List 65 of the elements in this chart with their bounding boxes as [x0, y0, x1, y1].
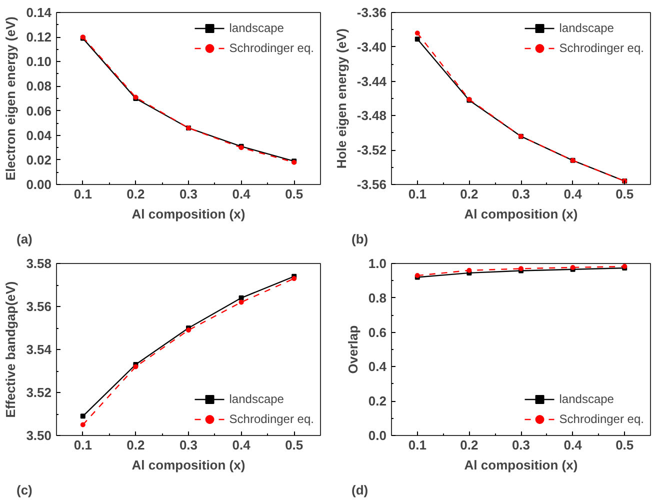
y-tick-label: 0.8: [368, 290, 387, 306]
legend-label: landscape: [229, 21, 284, 35]
y-tick-label: 1.0: [368, 256, 387, 271]
x-tick-label: 0.4: [232, 438, 252, 452]
y-axis-title: Electron eigen energy (eV): [3, 16, 18, 180]
y-tick-label: -3.56: [356, 177, 387, 192]
x-tick-label: 0.1: [74, 438, 92, 452]
y-tick-label: -3.36: [356, 5, 387, 20]
y-tick-label: 0.04: [26, 128, 52, 143]
y-tick-label: 3.50: [26, 428, 52, 443]
text: (b): [352, 232, 368, 246]
y-tick-label: 0.02: [26, 152, 52, 168]
x-axis-title: Al composition (x): [464, 458, 578, 472]
y-axis-title: Effective bandgap(eV): [3, 281, 18, 418]
y-tick-label: 0.08: [26, 78, 52, 94]
y-tick-label: 0.14: [26, 5, 52, 20]
x-tick-label: 0.3: [512, 186, 530, 202]
y-tick-label: 0.00: [26, 177, 52, 192]
text: (d): [352, 482, 368, 498]
y-tick-label: 0.0: [368, 428, 387, 443]
text: (a): [16, 232, 32, 246]
y-tick-label: -3.48: [356, 108, 387, 124]
y-tick-label: 0.10: [26, 54, 52, 70]
x-tick-label: 0.1: [74, 186, 92, 202]
x-tick-label: 0.5: [285, 438, 304, 452]
x-tick-label: 0.1: [408, 186, 426, 202]
y-tick-label: -3.40: [356, 39, 387, 54]
legend-label: landscape: [559, 21, 614, 35]
y-tick-label: -3.52: [356, 142, 387, 158]
y-tick-label: 0.6: [368, 324, 387, 340]
y-tick-label: 3.52: [26, 385, 52, 400]
x-tick-label: 0.5: [285, 186, 304, 202]
x-tick-label: 0.5: [616, 438, 634, 452]
y-tick-label: -3.44: [356, 74, 388, 89]
x-tick-label: 0.2: [460, 438, 478, 452]
legend-label: Schrodinger eq.: [559, 41, 644, 55]
x-tick-label: 0.3: [512, 438, 530, 452]
y-axis-title: Overlap: [345, 325, 360, 374]
y-tick-label: 3.58: [26, 256, 52, 271]
y-tick-label: 3.54: [26, 342, 52, 357]
x-tick-label: 0.3: [179, 186, 198, 202]
legend-label: landscape: [559, 392, 614, 406]
y-tick-label: 3.56: [26, 299, 52, 314]
y-tick-label: 0.12: [26, 30, 52, 45]
x-axis-title: Al composition (x): [132, 206, 246, 222]
x-tick-label: 0.5: [616, 186, 634, 202]
x-tick-label: 0.4: [564, 438, 583, 452]
text: (c): [16, 482, 32, 498]
x-tick-label: 0.4: [564, 186, 583, 202]
x-tick-label: 0.1: [408, 438, 426, 452]
x-tick-label: 0.2: [460, 186, 478, 202]
x-tick-label: 0.4: [232, 186, 252, 202]
legend-label: Schrodinger eq.: [229, 41, 314, 55]
x-tick-label: 0.3: [179, 438, 198, 452]
legend-label: Schrodinger eq.: [229, 412, 314, 426]
legend-label: landscape: [229, 392, 284, 406]
x-tick-label: 0.2: [126, 186, 145, 202]
y-tick-label: 0.4: [368, 359, 388, 374]
y-tick-label: 0.2: [368, 394, 387, 409]
x-axis-title: Al composition (x): [464, 206, 578, 222]
y-tick-label: 0.06: [26, 103, 52, 118]
y-axis-title: Hole eigen energy (eV): [334, 28, 349, 169]
x-axis-title: Al composition (x): [132, 458, 246, 472]
x-tick-label: 0.2: [126, 438, 145, 452]
legend-label: Schrodinger eq.: [559, 412, 644, 426]
